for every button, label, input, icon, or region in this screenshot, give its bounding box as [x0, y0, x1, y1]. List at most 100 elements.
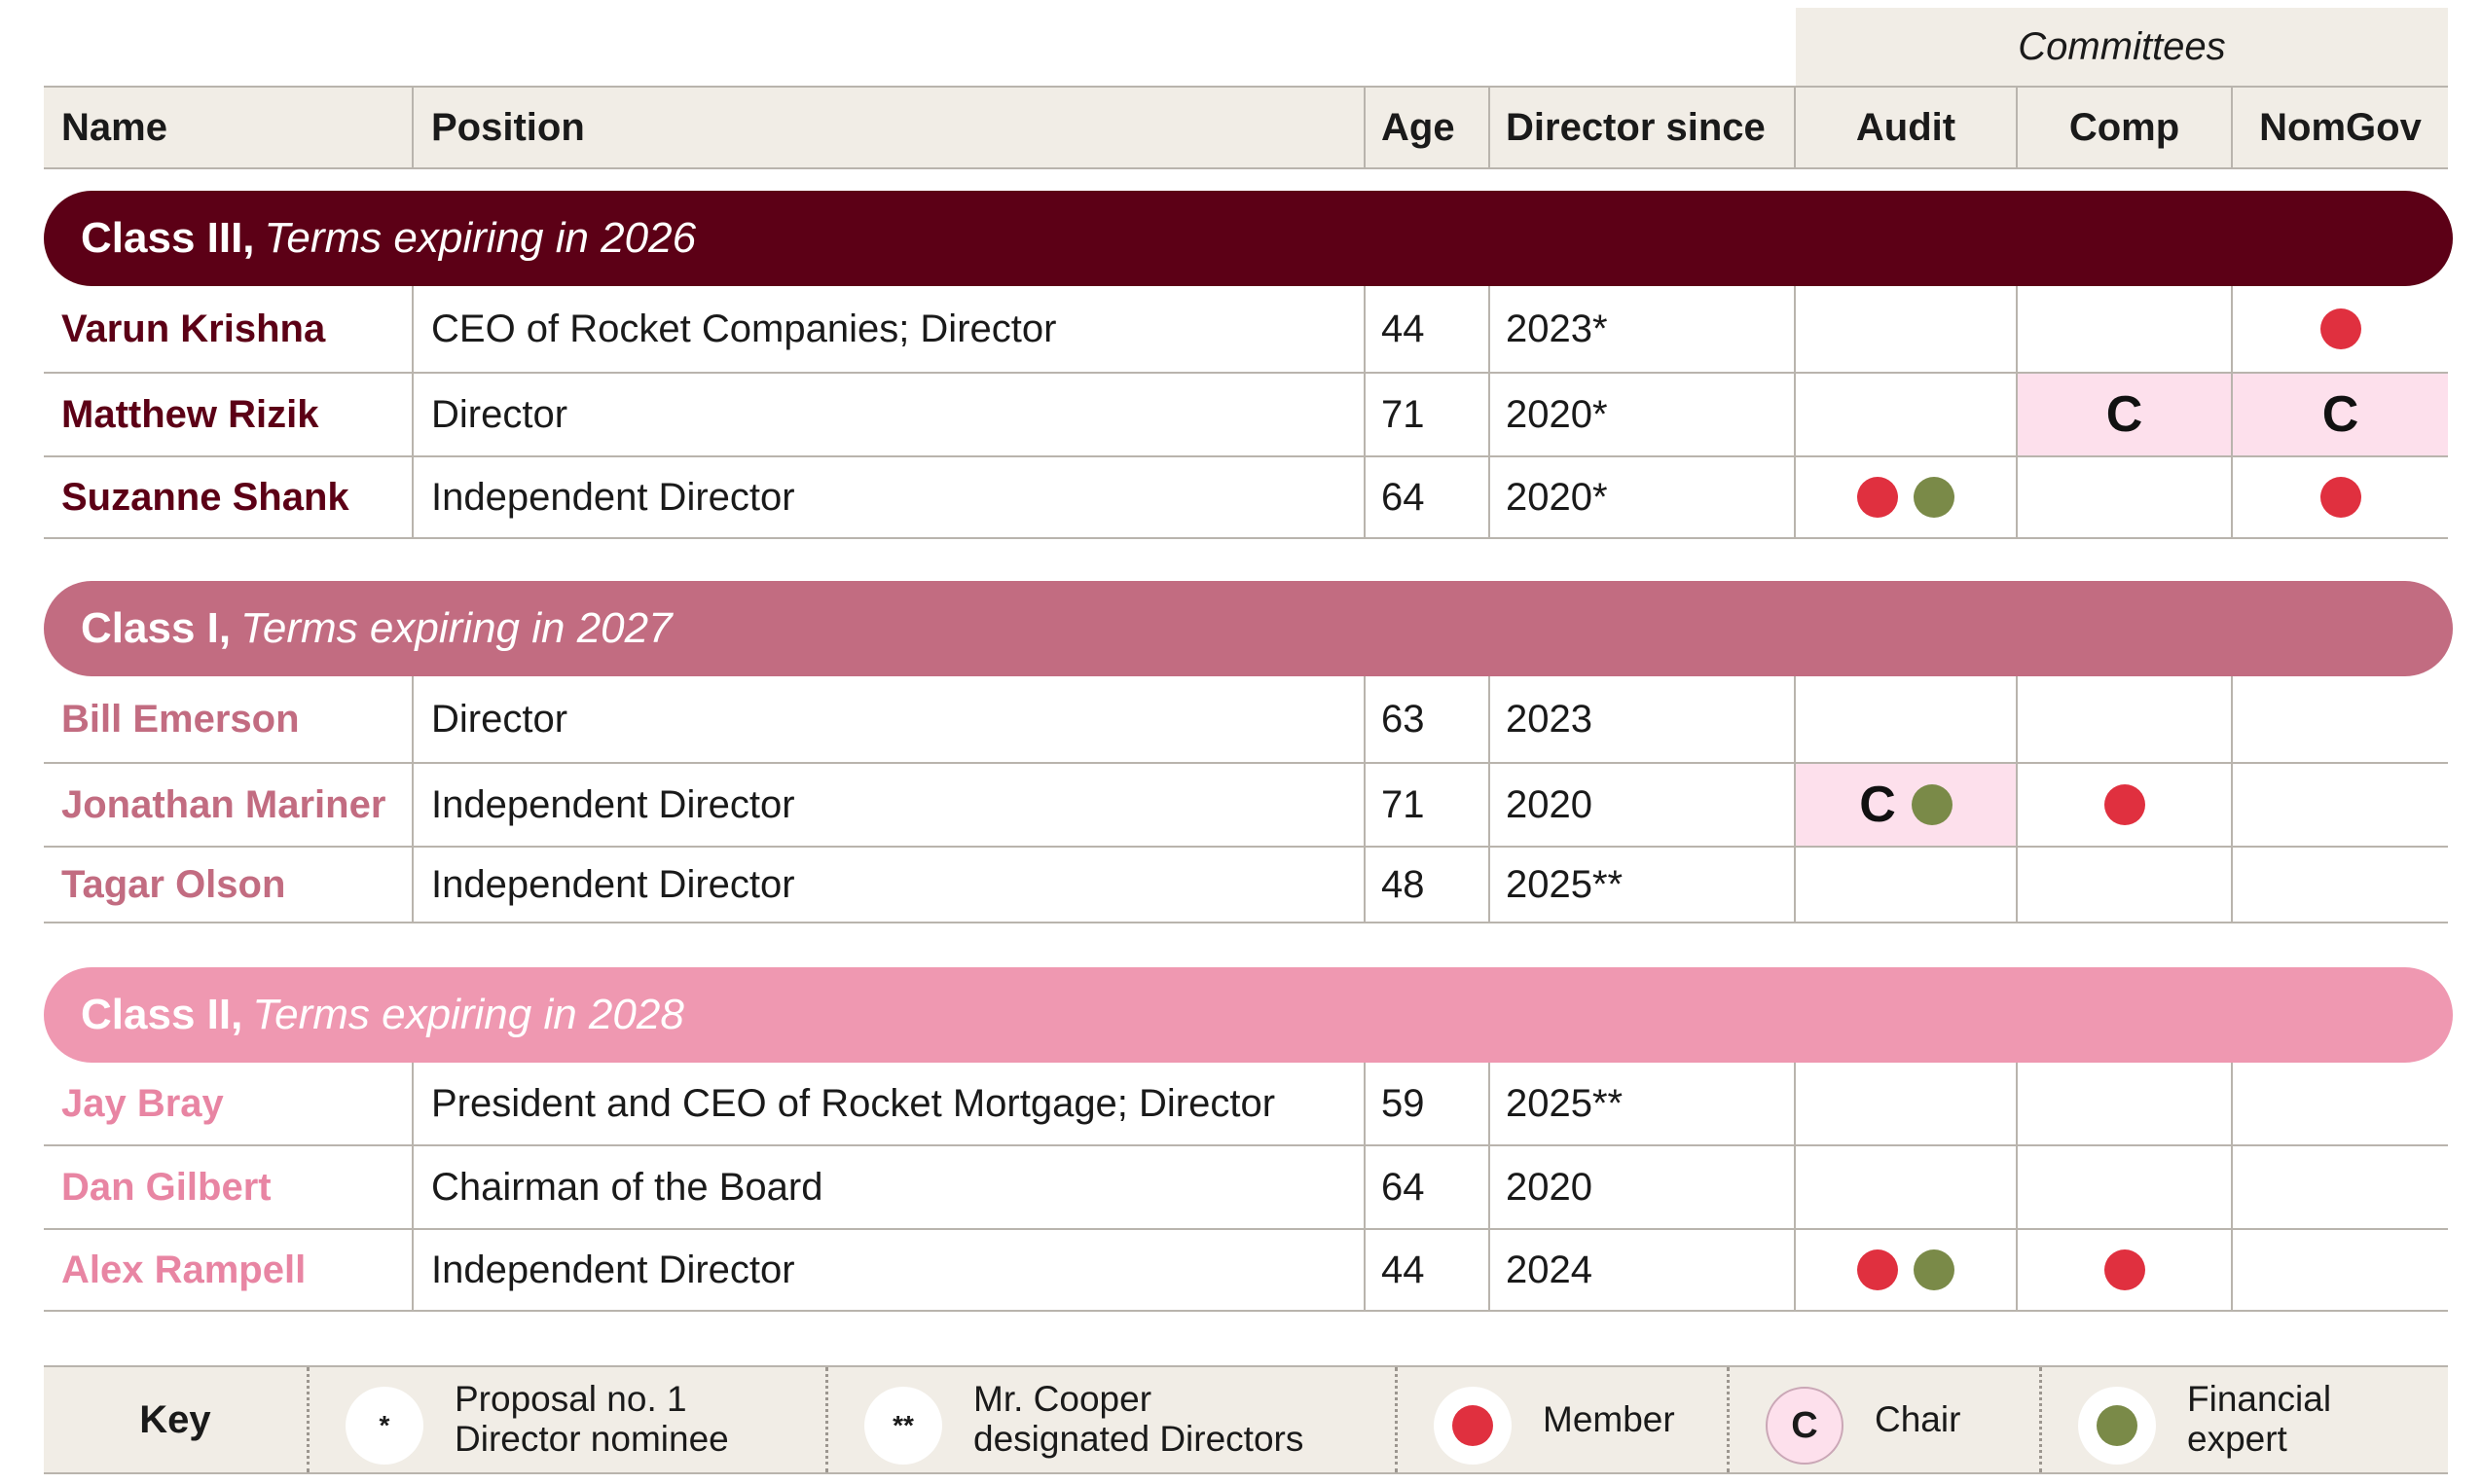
audit-committee-cell: C: [1796, 764, 2016, 846]
director-since: 2024: [1506, 1248, 1592, 1291]
legend-chair: Chair: [1875, 1398, 1961, 1439]
director-since: 2025**: [1506, 862, 1624, 906]
class-band: Class II, Terms expiring in 2028: [44, 967, 2453, 1063]
table-row: Dan Gilbert Chairman of the Board 64 2020: [44, 1146, 2448, 1230]
director-name: Varun Krishna: [61, 307, 326, 350]
comp-committee-cell: [2018, 457, 2231, 537]
header-position: Position: [431, 105, 585, 149]
director-position: Director: [431, 392, 568, 436]
double-star-icon: **: [864, 1387, 942, 1465]
financial-expert-icon: [1911, 784, 1953, 825]
nomgov-committee-cell: [2233, 764, 2448, 846]
chair-icon: C: [1766, 1387, 1843, 1465]
member-icon: [2103, 784, 2145, 825]
table-row: Tagar Olson Independent Director 48 2025**: [44, 848, 2448, 923]
director-name: Jonathan Mariner: [61, 782, 386, 826]
table-row: Bill Emerson Director 63 2023: [44, 676, 2448, 764]
comp-committee-cell: C: [2018, 374, 2231, 455]
director-name: Dan Gilbert: [61, 1165, 272, 1209]
audit-committee-cell: [1796, 286, 2016, 372]
audit-committee-cell: [1796, 848, 2016, 922]
member-icon: [2103, 1249, 2145, 1290]
audit-committee-cell: [1796, 457, 2016, 537]
director-age: 44: [1381, 307, 1425, 350]
legend-financial-expert: Financial expert: [2187, 1379, 2332, 1459]
director-position: Independent Director: [431, 782, 795, 826]
legend-single-star: Proposal no. 1 Director nominee: [455, 1379, 729, 1459]
director-since: 2023: [1506, 697, 1592, 741]
audit-committee-cell: [1796, 676, 2016, 762]
table-row: Suzanne Shank Independent Director 64 2020*: [44, 457, 2448, 539]
header-nomgov: NomGov: [2259, 105, 2422, 149]
table-row: Matthew Rizik Director 71 2020* C C: [44, 374, 2448, 457]
table-row: Jonathan Mariner Independent Director 71 20…: [44, 764, 2448, 848]
director-name: Tagar Olson: [61, 862, 286, 906]
director-since: 2020: [1506, 1165, 1592, 1209]
financial-expert-icon: [2078, 1387, 2156, 1465]
nomgov-committee-cell: [2233, 1063, 2448, 1144]
audit-committee-cell: [1796, 1230, 2016, 1310]
header-comp: Comp: [2068, 105, 2180, 149]
member-icon: [1434, 1387, 1512, 1465]
director-position: Independent Director: [431, 475, 795, 519]
director-position: President and CEO of Rocket Mortgage; Di…: [431, 1081, 1276, 1125]
member-icon: [2319, 477, 2361, 518]
director-position: Independent Director: [431, 862, 795, 906]
comp-committee-cell: [2018, 848, 2231, 922]
committees-header: Committees: [1796, 8, 2448, 86]
nomgov-committee-cell: [2233, 1230, 2448, 1310]
class-label: Class II,: [81, 991, 243, 1038]
header-age: Age: [1381, 105, 1455, 149]
comp-committee-cell: [2018, 1146, 2231, 1228]
legend-member: Member: [1543, 1398, 1675, 1439]
comp-committee-cell: [2018, 1230, 2231, 1310]
table-header: Name Position Age Director since Audit C…: [44, 86, 2448, 169]
class-band: Class III, Terms expiring in 2026: [44, 191, 2453, 286]
nomgov-committee-cell: [2233, 286, 2448, 372]
class-label: Class III,: [81, 214, 255, 262]
director-position: Chairman of the Board: [431, 1165, 823, 1209]
table-row: Jay Bray President and CEO of Rocket Mort…: [44, 1063, 2448, 1146]
audit-committee-cell: [1796, 1063, 2016, 1144]
director-age: 63: [1381, 697, 1425, 741]
comp-committee-cell: [2018, 286, 2231, 372]
director-position: Independent Director: [431, 1248, 795, 1291]
comp-committee-cell: [2018, 676, 2231, 762]
header-director-since: Director since: [1506, 105, 1766, 149]
class-terms: Terms expiring in 2028: [252, 991, 684, 1038]
director-age: 64: [1381, 1165, 1425, 1209]
nomgov-committee-cell: [2233, 1146, 2448, 1228]
director-age: 64: [1381, 475, 1425, 519]
chair-icon: C: [2321, 386, 2359, 443]
director-position: Director: [431, 697, 568, 741]
financial-expert-icon: [1914, 1249, 1954, 1290]
audit-committee-cell: [1796, 374, 2016, 455]
director-since: 2020*: [1506, 475, 1608, 519]
financial-expert-icon: [1914, 477, 1954, 518]
legend: Key * Proposal no. 1 Director nominee **…: [44, 1365, 2448, 1474]
chair-icon: C: [2105, 386, 2143, 443]
director-age: 48: [1381, 862, 1425, 906]
comp-committee-cell: [2018, 764, 2231, 846]
class-label: Class I,: [81, 604, 232, 652]
header-name: Name: [61, 105, 167, 149]
director-since: 2023*: [1506, 307, 1608, 350]
director-since: 2020: [1506, 782, 1592, 826]
director-name: Jay Bray: [61, 1081, 224, 1125]
nomgov-committee-cell: [2233, 848, 2448, 922]
nomgov-committee-cell: C: [2233, 374, 2448, 455]
class-terms: Terms expiring in 2026: [264, 214, 697, 262]
member-icon: [1857, 1249, 1898, 1290]
director-name: Bill Emerson: [61, 697, 300, 741]
member-icon: [1857, 477, 1898, 518]
nomgov-committee-cell: [2233, 676, 2448, 762]
director-age: 59: [1381, 1081, 1425, 1125]
director-since: 2025**: [1506, 1081, 1624, 1125]
class-terms: Terms expiring in 2027: [240, 604, 673, 652]
legend-double-star: Mr. Cooper designated Directors: [973, 1379, 1304, 1459]
chair-icon: C: [1859, 777, 1896, 833]
director-since: 2020*: [1506, 392, 1608, 436]
single-star-icon: *: [346, 1387, 423, 1465]
comp-committee-cell: [2018, 1063, 2231, 1144]
committees-label: Committees: [2018, 24, 2226, 68]
